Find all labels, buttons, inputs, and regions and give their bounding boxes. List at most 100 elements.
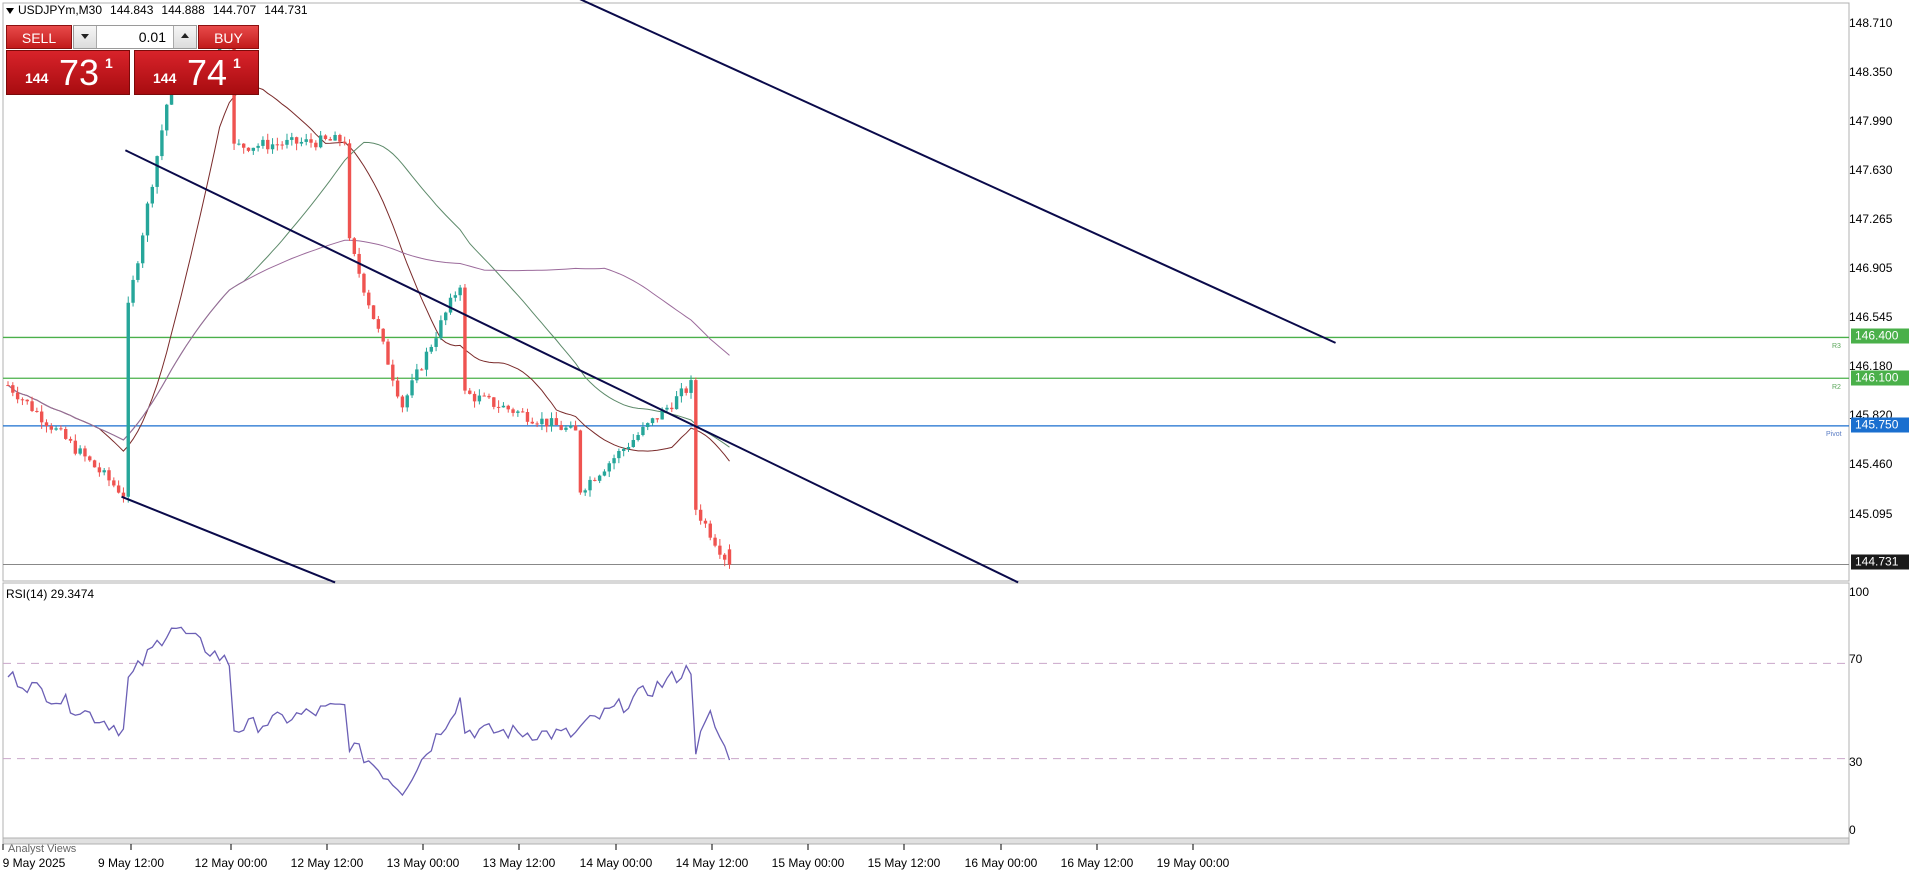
- price-tick: 146.905: [1849, 261, 1893, 275]
- time-tick: 16 May 00:00: [964, 856, 1038, 870]
- candle-body: [116, 485, 121, 493]
- candle-body: [525, 412, 530, 422]
- candle-body: [367, 292, 371, 306]
- price-tick: 148.350: [1849, 65, 1893, 79]
- candle-body: [415, 369, 419, 381]
- candle-body: [602, 471, 607, 476]
- candle-body: [35, 410, 39, 412]
- rsi-tick: 70: [1849, 652, 1863, 666]
- sell-price-sup: 1: [105, 55, 113, 71]
- candle-body: [333, 134, 337, 141]
- candle-body: [516, 411, 520, 413]
- candle-body: [54, 428, 58, 430]
- trendline-0: [121, 495, 336, 584]
- trendline-1: [124, 149, 1019, 584]
- time-tick: 14 May 12:00: [675, 856, 749, 870]
- price-panel-frame: [2, 2, 1850, 582]
- candle-body: [468, 390, 472, 394]
- rsi-line: [7, 626, 731, 797]
- moving-average-100: [7, 239, 730, 441]
- collapse-triangle-icon[interactable]: [6, 7, 14, 14]
- candle-body: [246, 147, 251, 151]
- buy-button[interactable]: BUY: [198, 25, 259, 49]
- candle-body: [150, 186, 154, 204]
- lot-size-input[interactable]: [98, 27, 172, 47]
- ohlc-open: 144.843: [110, 3, 154, 17]
- candle-body: [237, 143, 241, 145]
- time-tick: 12 May 00:00: [194, 856, 268, 870]
- candle-body: [429, 346, 433, 352]
- candle-body: [650, 418, 655, 424]
- time-tick: 16 May 12:00: [1060, 856, 1134, 870]
- candle-body: [540, 418, 544, 425]
- candle-body: [424, 351, 429, 370]
- candle-body: [241, 143, 246, 148]
- candle-body: [501, 405, 506, 408]
- candle-body: [25, 399, 29, 402]
- candle-body: [674, 396, 679, 410]
- candle-body: [722, 554, 727, 560]
- candle-body: [266, 139, 270, 150]
- candle-body: [160, 130, 164, 157]
- candle-body: [487, 395, 491, 398]
- candle-body: [314, 142, 318, 148]
- candle-body: [444, 312, 448, 321]
- time-tick: 15 May 00:00: [771, 856, 845, 870]
- candle-body: [280, 144, 284, 146]
- candle-body: [448, 297, 453, 313]
- candle-body: [49, 425, 53, 430]
- candle-body: [703, 520, 708, 524]
- level-r2-tag: R2: [1832, 384, 1841, 391]
- candle-body: [59, 428, 63, 430]
- candle-body: [131, 279, 135, 303]
- candle-body: [386, 341, 390, 365]
- candle-body: [285, 139, 289, 145]
- candle-body: [660, 409, 664, 420]
- candle-body: [78, 448, 82, 454]
- candle-body: [545, 418, 549, 427]
- candle-body: [145, 203, 150, 236]
- sell-price-prefix: 144: [25, 70, 49, 86]
- candle-body: [165, 104, 169, 131]
- lot-increase-button[interactable]: [173, 26, 196, 48]
- candle-body: [569, 425, 573, 428]
- candle-body: [251, 147, 256, 151]
- sell-button[interactable]: SELL: [6, 25, 72, 49]
- candle-body: [391, 364, 395, 381]
- candle-body: [83, 448, 87, 457]
- symbol-timeframe: USDJPYm,M30: [18, 3, 103, 17]
- candle-body: [670, 407, 674, 410]
- rsi-tick: 0: [1849, 823, 1856, 837]
- sell-price-big: 73: [59, 52, 100, 93]
- candle-body: [511, 409, 515, 413]
- candle-body: [641, 426, 645, 436]
- rsi-tick: 100: [1849, 585, 1870, 599]
- candle-body: [434, 338, 438, 347]
- candle-body: [352, 238, 357, 254]
- analyst-views-label: Analyst Views: [8, 843, 77, 855]
- candle-body: [593, 479, 597, 481]
- candle-body: [304, 139, 308, 142]
- candle-body: [520, 411, 525, 413]
- candle-body: [11, 385, 15, 393]
- candle-body: [376, 319, 381, 329]
- candle-body: [679, 388, 684, 397]
- sell-price-tile[interactable]: 144 73 1: [6, 50, 130, 95]
- lot-decrease-button[interactable]: [74, 26, 97, 48]
- candle-body: [299, 141, 304, 144]
- level-r2-badge: 146.100: [1851, 370, 1909, 386]
- price-tick: 145.095: [1849, 507, 1893, 521]
- buy-price-prefix: 144: [153, 70, 177, 86]
- time-tick: 9 May 12:00: [97, 856, 165, 870]
- candle-body: [323, 135, 328, 140]
- price-tick: 148.710: [1849, 16, 1893, 30]
- buy-price-tile[interactable]: 144 74 1: [134, 50, 259, 95]
- time-tick: 13 May 12:00: [482, 856, 556, 870]
- price-tick: 145.460: [1849, 457, 1893, 471]
- candle-body: [559, 425, 563, 430]
- candle-body: [20, 399, 25, 401]
- candle-body: [39, 411, 44, 423]
- candle-body: [136, 263, 140, 280]
- rsi-panel-frame: [2, 582, 1850, 839]
